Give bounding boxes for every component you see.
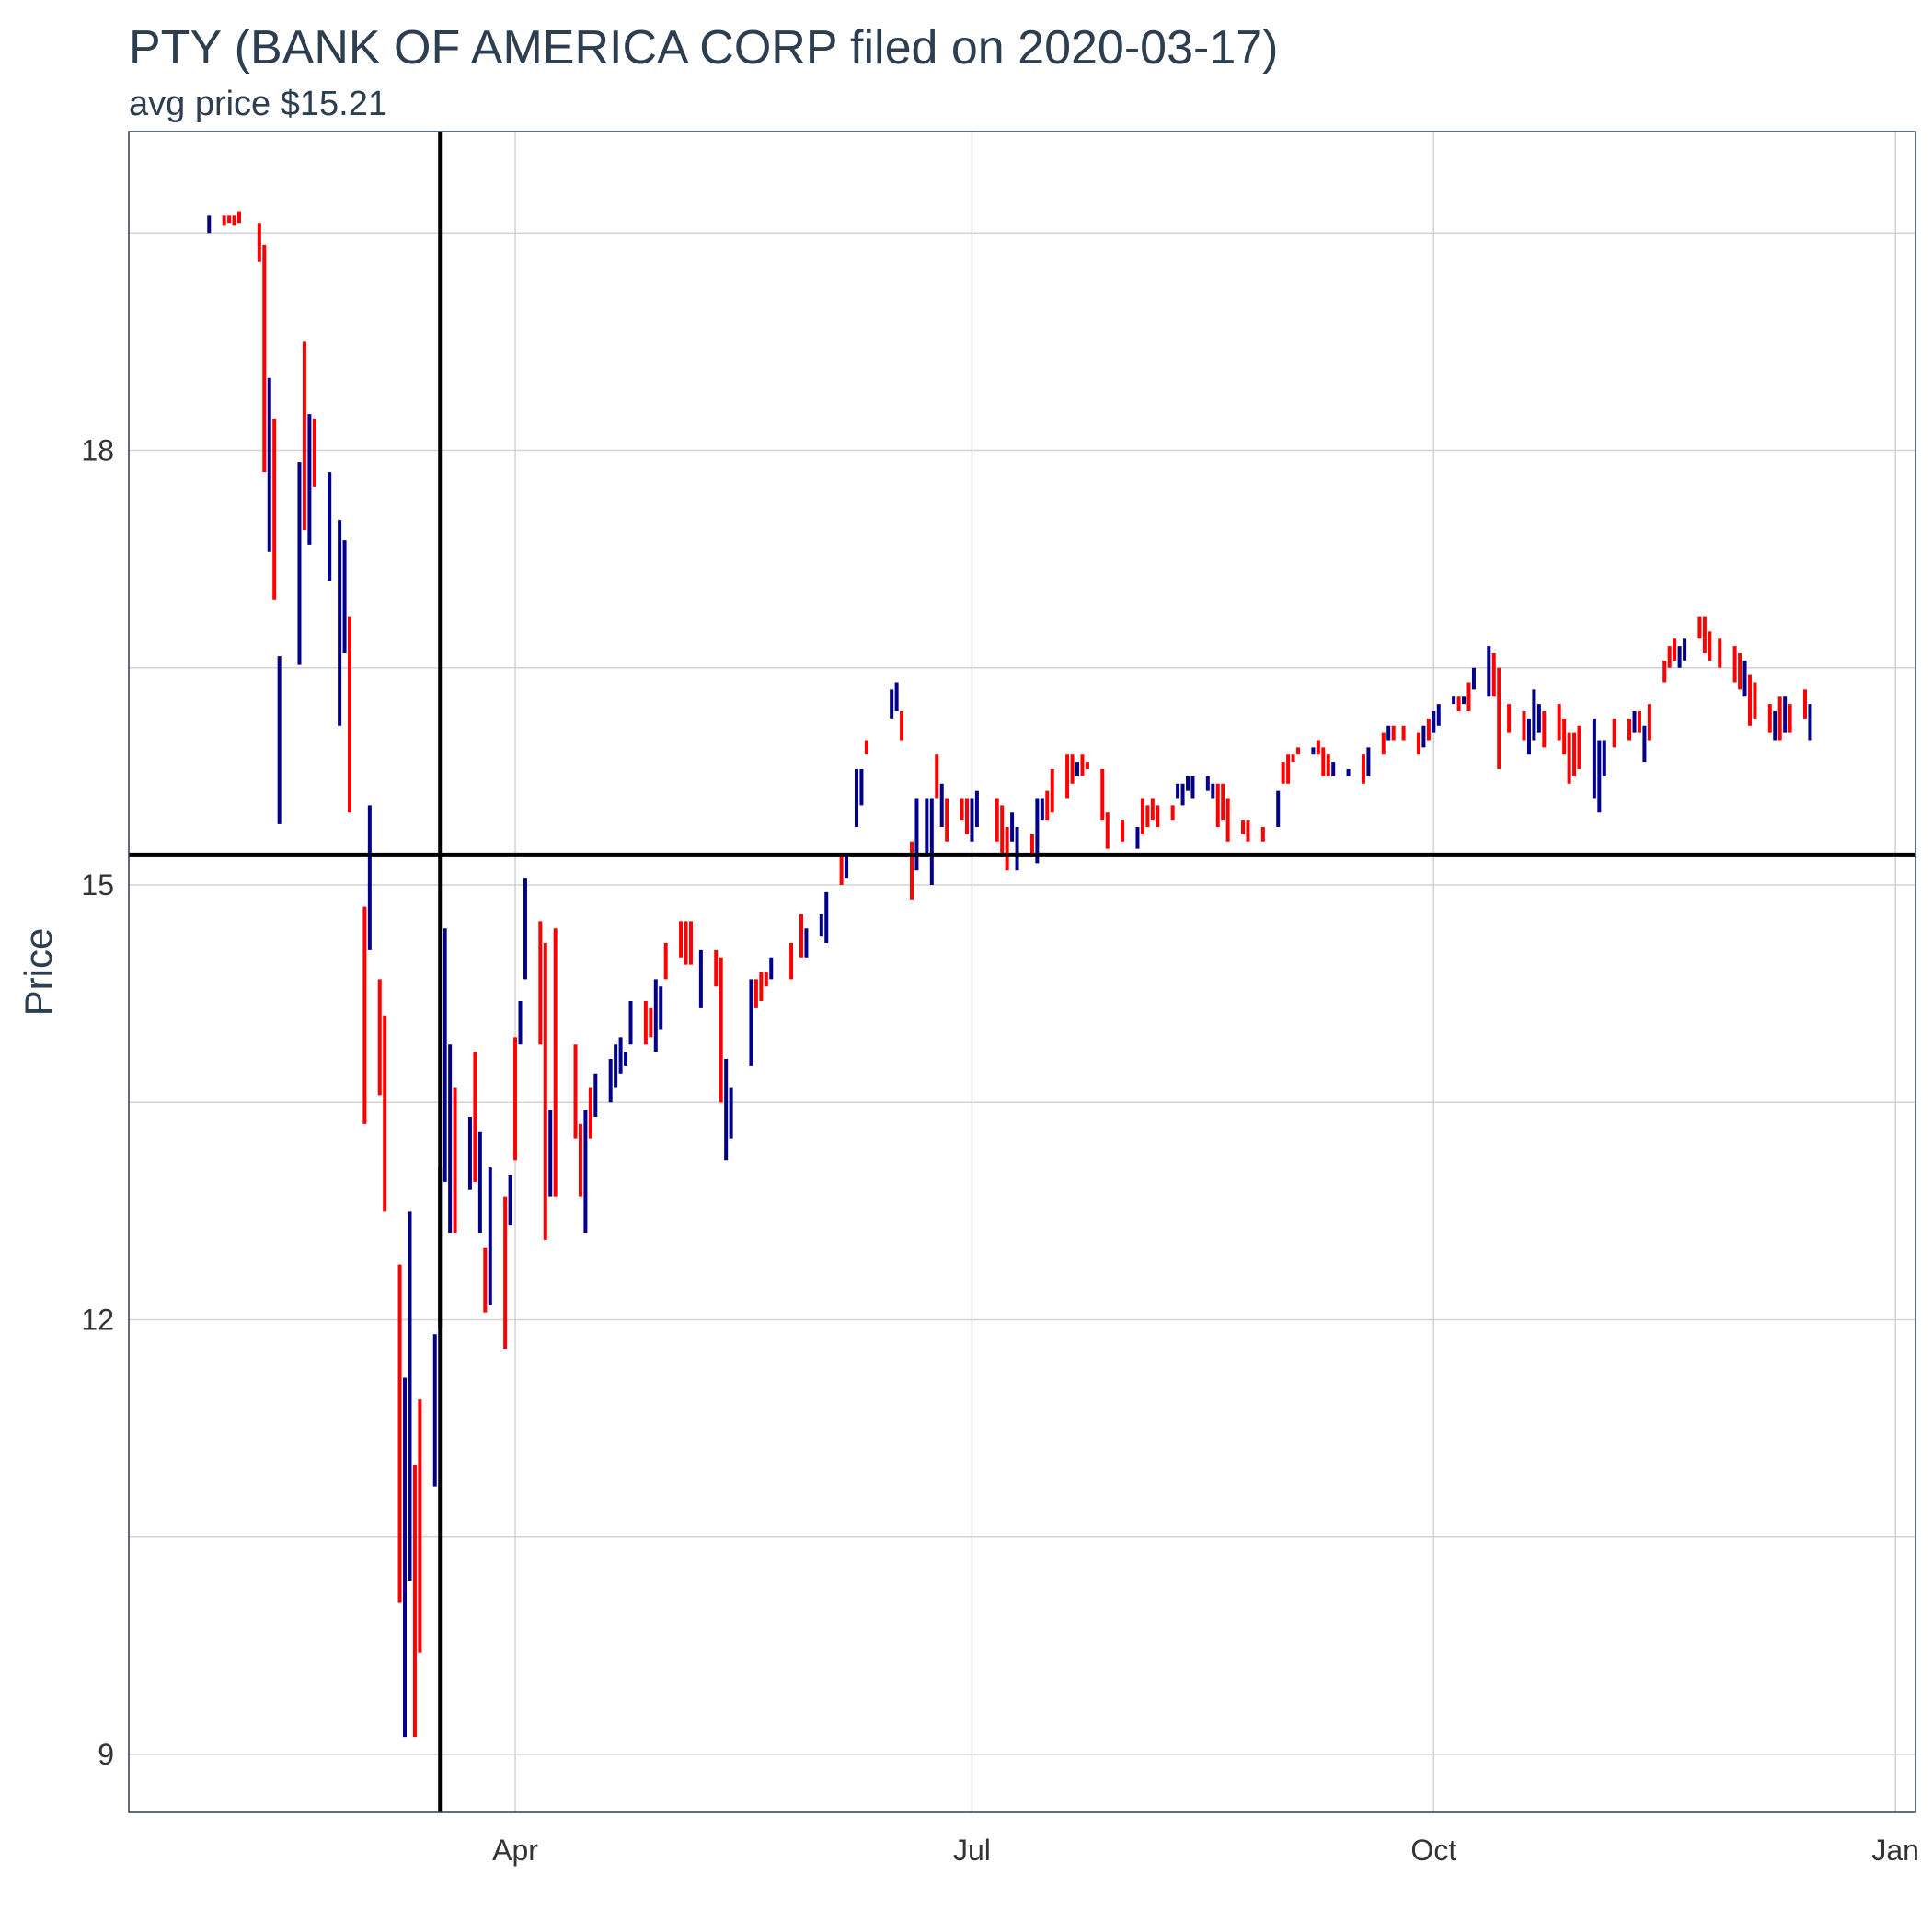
x-tick-label: Jul [953, 1834, 991, 1867]
y-tick-labels: 9 12 15 18 [81, 434, 114, 1772]
y-axis-label: Price [17, 928, 60, 1017]
grid-lines [129, 132, 1915, 1812]
chart-title: PTY (BANK OF AMERICA CORP filed on 2020-… [129, 21, 1279, 75]
y-tick-label: 15 [81, 868, 114, 902]
x-tick-label: Jan [1871, 1834, 1919, 1867]
reference-lines [129, 132, 1915, 1812]
x-tick-label: Apr [492, 1834, 538, 1867]
price-bars [207, 211, 1812, 1738]
x-tick-labels: Apr Jul Oct Jan [492, 1834, 1919, 1867]
plot-border [128, 131, 1916, 1813]
y-tick-label: 12 [81, 1304, 114, 1337]
y-tick-label: 18 [81, 434, 114, 467]
y-tick-label: 9 [98, 1738, 114, 1771]
chart-subtitle: avg price $15.21 [129, 85, 387, 123]
x-tick-label: Oct [1410, 1834, 1456, 1867]
